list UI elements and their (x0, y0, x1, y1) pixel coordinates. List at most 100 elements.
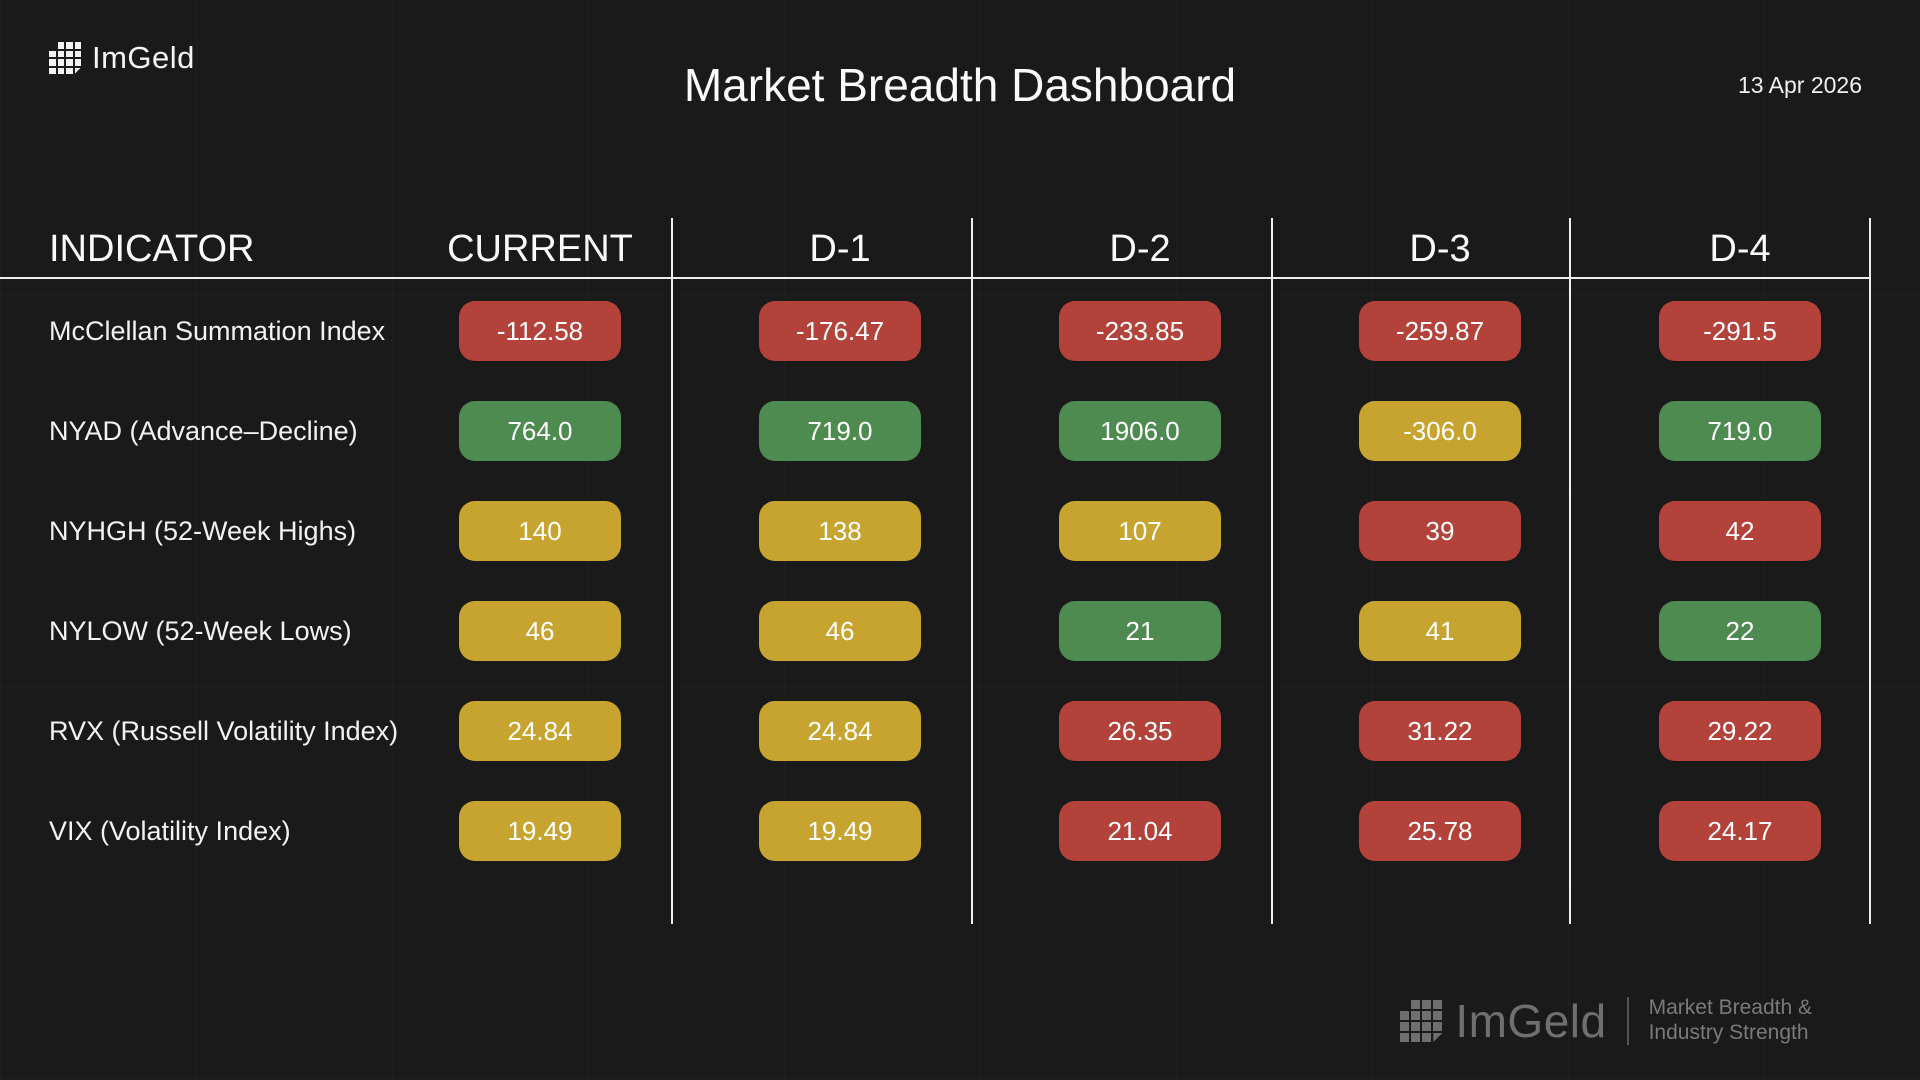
value-cell: 46 (690, 601, 990, 661)
value-pill-green: 719.0 (1659, 401, 1821, 461)
value-cell: 138 (690, 501, 990, 561)
table-row: NYHGH (52-Week Highs) 140 138 107 39 42 (0, 481, 1890, 581)
column-header-indicator: INDICATOR (49, 227, 255, 270)
value-pill-yellow: 19.49 (459, 801, 621, 861)
value-pill-yellow: 46 (459, 601, 621, 661)
value-pill-red: -112.58 (459, 301, 621, 361)
table-row: RVX (Russell Volatility Index) 24.84 24.84… (0, 681, 1890, 781)
value-cell: 764.0 (390, 401, 690, 461)
value-pill-red: -233.85 (1059, 301, 1221, 361)
value-cell: 24.84 (690, 701, 990, 761)
value-cell: 26.35 (990, 701, 1290, 761)
value-cell: 21.04 (990, 801, 1290, 861)
page-title: Market Breadth Dashboard (683, 59, 1237, 111)
value-pill-red: -259.87 (1359, 301, 1521, 361)
value-pill-yellow: 41 (1359, 601, 1521, 661)
value-pill-red: -176.47 (759, 301, 921, 361)
indicator-label: McClellan Summation Index (49, 315, 386, 346)
value-pill-red: 42 (1659, 501, 1821, 561)
value-pill-red: 21.04 (1059, 801, 1221, 861)
value-pill-green: 1906.0 (1059, 401, 1221, 461)
value-cell: -112.58 (390, 301, 690, 361)
value-pill-green: 764.0 (459, 401, 621, 461)
value-cell: -306.0 (1290, 401, 1590, 461)
table-row: VIX (Volatility Index) 19.49 19.49 21.04 25.… (0, 781, 1890, 881)
value-pill-green: 719.0 (759, 401, 921, 461)
column-divider-line (671, 218, 673, 924)
value-cell: -291.5 (1590, 301, 1890, 361)
value-cell: 24.84 (390, 701, 690, 761)
value-cell: 46 (390, 601, 690, 661)
footer-logo-text: ImGeld (1455, 995, 1607, 1047)
table-header-row: INDICATOR CURRENT D-1 D-2 D-3 D-4 (0, 220, 1890, 278)
value-cell: 19.49 (690, 801, 990, 861)
value-pill-yellow: 24.84 (759, 701, 921, 761)
table-row: NYAD (Advance–Decline) 764.0 719.0 1906.0 -3… (0, 381, 1890, 481)
table-row: McClellan Summation Index -112.58 -176.47 -… (0, 281, 1890, 381)
value-pill-yellow: 107 (1059, 501, 1221, 561)
value-pill-red: 29.22 (1659, 701, 1821, 761)
value-pill-red: 25.78 (1359, 801, 1521, 861)
indicator-label: RVX (Russell Volatility Index) (49, 715, 399, 746)
grid-logo-icon (1400, 1000, 1443, 1042)
indicator-label: VIX (Volatility Index) (49, 815, 291, 846)
value-pill-red: 24.17 (1659, 801, 1821, 861)
brand-logo-text: ImGeld (92, 40, 195, 75)
value-cell: -259.87 (1290, 301, 1590, 361)
value-cell: 29.22 (1590, 701, 1890, 761)
value-pill-yellow: 140 (459, 501, 621, 561)
footer-logo: ImGeld (1400, 994, 1606, 1048)
value-pill-green: 21 (1059, 601, 1221, 661)
value-cell: 140 (390, 501, 690, 561)
value-pill-yellow: 138 (759, 501, 921, 561)
footer-separator (1626, 997, 1629, 1045)
value-cell: 24.17 (1590, 801, 1890, 861)
value-pill-red: -291.5 (1659, 301, 1821, 361)
value-pill-red: 39 (1359, 501, 1521, 561)
brand-logo: ImGeld (49, 40, 195, 76)
indicator-label: NYAD (Advance–Decline) (49, 415, 358, 446)
column-header-d3: D-3 (1409, 227, 1471, 270)
footer-tagline-line2: Industry Strength (1648, 1021, 1809, 1044)
column-divider-line (971, 218, 973, 924)
value-cell: 42 (1590, 501, 1890, 561)
value-pill-yellow: -306.0 (1359, 401, 1521, 461)
footer-brand: ImGeld Market Breadth & Industry Strengt… (1400, 994, 1812, 1048)
header-divider-line (0, 277, 1871, 279)
value-cell: 39 (1290, 501, 1590, 561)
indicator-label: NYLOW (52-Week Lows) (49, 615, 352, 646)
table-body: McClellan Summation Index -112.58 -176.47 -… (0, 281, 1890, 881)
value-cell: 107 (990, 501, 1290, 561)
column-header-d4: D-4 (1709, 227, 1771, 270)
grid-logo-icon (49, 42, 81, 74)
value-cell: 719.0 (690, 401, 990, 461)
indicator-label: NYHGH (52-Week Highs) (49, 515, 357, 546)
value-pill-yellow: 19.49 (759, 801, 921, 861)
column-divider-line (1569, 218, 1571, 924)
value-pill-red: 26.35 (1059, 701, 1221, 761)
value-cell: -176.47 (690, 301, 990, 361)
report-date: 13 Apr 2026 (1737, 72, 1862, 98)
value-cell: 25.78 (1290, 801, 1590, 861)
footer-tagline-line1: Market Breadth & (1648, 996, 1812, 1020)
column-divider-line (1869, 218, 1871, 924)
table-row: NYLOW (52-Week Lows) 46 46 21 41 22 (0, 581, 1890, 681)
value-cell: 1906.0 (990, 401, 1290, 461)
column-header-d1: D-1 (809, 227, 871, 270)
value-pill-yellow: 46 (759, 601, 921, 661)
value-pill-green: 22 (1659, 601, 1821, 661)
footer-tagline: Market Breadth & Industry Strength (1649, 996, 1812, 1046)
value-cell: 31.22 (1290, 701, 1590, 761)
value-cell: 719.0 (1590, 401, 1890, 461)
column-header-current: CURRENT (447, 227, 633, 270)
value-pill-yellow: 24.84 (459, 701, 621, 761)
value-cell: -233.85 (990, 301, 1290, 361)
column-divider-line (1271, 218, 1273, 924)
column-header-d2: D-2 (1109, 227, 1171, 270)
value-cell: 21 (990, 601, 1290, 661)
value-cell: 19.49 (390, 801, 690, 861)
value-cell: 41 (1290, 601, 1590, 661)
value-cell: 22 (1590, 601, 1890, 661)
value-pill-red: 31.22 (1359, 701, 1521, 761)
